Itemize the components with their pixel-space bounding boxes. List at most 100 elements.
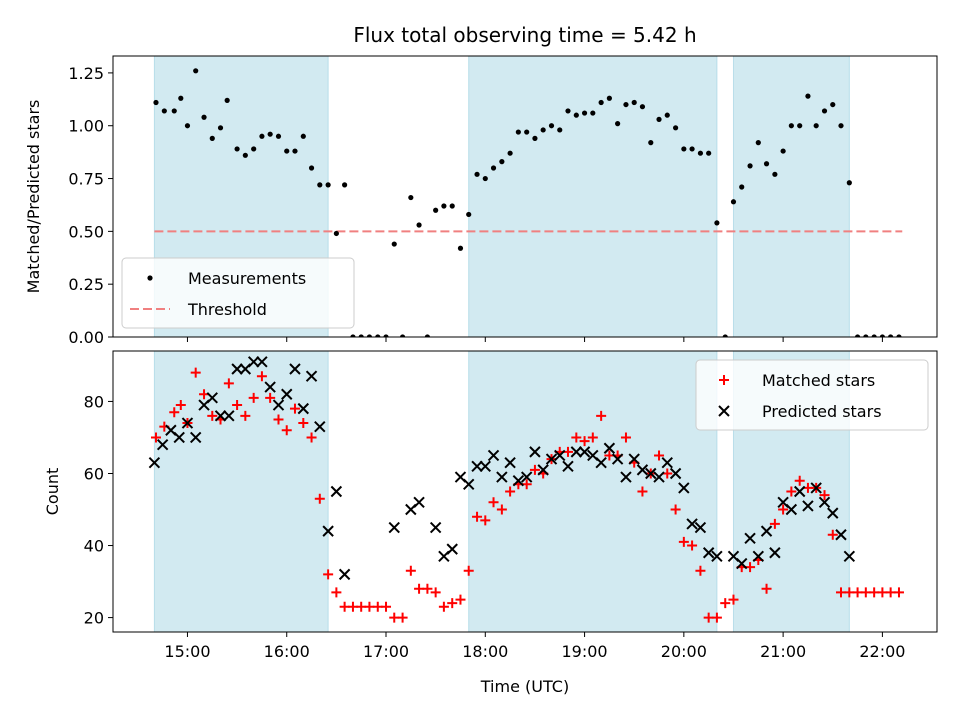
- measurement-point: [565, 108, 571, 114]
- legend-ratio: Measurements Threshold: [121, 257, 355, 329]
- measurement-point: [466, 211, 472, 218]
- measurement-point: [648, 140, 654, 146]
- predicted-star-point: [793, 485, 806, 498]
- measurement-point: [408, 194, 414, 201]
- predicted-star-point: [802, 500, 814, 512]
- predicted-star-point: [529, 446, 541, 458]
- predicted-star-point: [827, 507, 839, 519]
- matched-star-point: [240, 410, 251, 421]
- matched-star-point: [314, 493, 325, 504]
- matched-star-point: [331, 587, 342, 598]
- matched-star-point: [711, 612, 722, 623]
- measurement-point: [292, 148, 298, 154]
- measurement-point: [805, 93, 811, 99]
- matched-star-point: [472, 511, 483, 522]
- measurement-point: [275, 133, 282, 139]
- matched-star-point: [695, 565, 706, 576]
- predicted-star-point: [843, 550, 856, 563]
- measurement-point: [375, 334, 381, 337]
- predicted-star-point: [206, 392, 218, 404]
- measurement-point: [639, 104, 646, 110]
- measurement-point: [540, 127, 546, 133]
- matched-star-point: [496, 504, 507, 515]
- predicted-star-point: [818, 496, 831, 509]
- legend-label: Measurements: [188, 269, 306, 288]
- measurement-point: [581, 110, 588, 116]
- measurement-point: [507, 150, 513, 156]
- measurement-point: [474, 171, 480, 177]
- predicted-star-point: [281, 388, 293, 400]
- measurement-point: [333, 230, 339, 237]
- x-tick-label: 22:00: [859, 642, 905, 661]
- matched-star-point: [298, 418, 309, 429]
- y-axis-title: Count: [43, 468, 62, 516]
- matched-star-point: [150, 432, 161, 443]
- measurement-point: [863, 334, 869, 337]
- predicted-star-point: [338, 568, 351, 581]
- predicted-star-point: [562, 460, 574, 472]
- data-layer-counts: [148, 356, 904, 623]
- matched-star-point: [256, 371, 267, 382]
- measurement-point: [217, 125, 224, 131]
- matched-star-point: [232, 400, 243, 411]
- predicted-star-point: [645, 467, 657, 480]
- measurement-point: [532, 135, 538, 141]
- measurement-point: [325, 182, 331, 188]
- matched-star-point: [389, 612, 400, 623]
- measurement-point: [515, 129, 521, 135]
- measurement-point: [366, 334, 373, 337]
- measurement-point: [548, 123, 555, 129]
- predicted-star-point: [620, 471, 632, 483]
- matched-star-point: [207, 410, 218, 421]
- measurement-point: [697, 150, 704, 156]
- measurement-point: [161, 108, 167, 114]
- measurement-point: [590, 110, 596, 116]
- measurement-point: [714, 220, 720, 226]
- count-panel: 20 40 60 80 15:00 16:00 17:00 18:00 19:00 20:00 21…: [43, 350, 938, 661]
- measurement-point: [153, 99, 159, 106]
- measurement-point: [730, 199, 737, 205]
- matched-star-point: [596, 410, 607, 421]
- matched-star-point: [670, 504, 681, 515]
- measurement-point: [813, 123, 819, 129]
- measurement-point: [358, 334, 364, 337]
- observing-window-2: [468, 55, 718, 338]
- matched-star-point: [579, 436, 590, 447]
- matched-star-point: [687, 540, 698, 551]
- predicted-star-point: [686, 518, 698, 530]
- measurement-point: [300, 133, 306, 139]
- predicted-star-point: [769, 547, 781, 559]
- matched-star-point: [381, 601, 392, 612]
- axes-frame-counts: [112, 350, 938, 633]
- y-tick-label: 60: [84, 464, 104, 483]
- predicted-star-point: [736, 557, 748, 570]
- measurement-point: [854, 334, 861, 337]
- predicted-star-point: [223, 410, 235, 422]
- legend-label: Threshold: [187, 300, 267, 319]
- measurement-point: [184, 123, 191, 129]
- predicted-star-point: [744, 532, 756, 545]
- matched-star-point: [364, 601, 375, 612]
- measurement-point: [879, 334, 885, 337]
- predicted-star-point: [678, 482, 690, 494]
- predicted-star-point: [835, 529, 847, 541]
- measurement-point: [846, 180, 852, 186]
- measurement-point: [631, 99, 637, 106]
- measurement-point: [838, 123, 844, 129]
- matched-star-point: [761, 583, 772, 594]
- matched-star-point: [169, 407, 180, 418]
- predicted-star-point: [570, 446, 583, 458]
- predicted-star-point: [231, 363, 243, 375]
- matched-star-point: [281, 425, 292, 436]
- measurement-point: [830, 101, 836, 108]
- predicted-star-point: [173, 431, 185, 444]
- matched-star-point: [265, 392, 276, 403]
- matched-star-point: [438, 601, 449, 612]
- matched-star-point: [414, 583, 425, 594]
- matched-star-point: [463, 565, 474, 576]
- measurement-point: [689, 146, 695, 152]
- y-tick-label: 0.75: [68, 170, 104, 189]
- y-axis-title: Matched/Predicted stars: [24, 100, 43, 294]
- x-tick-label: 19:00: [562, 642, 608, 661]
- predicted-star-point: [628, 453, 640, 465]
